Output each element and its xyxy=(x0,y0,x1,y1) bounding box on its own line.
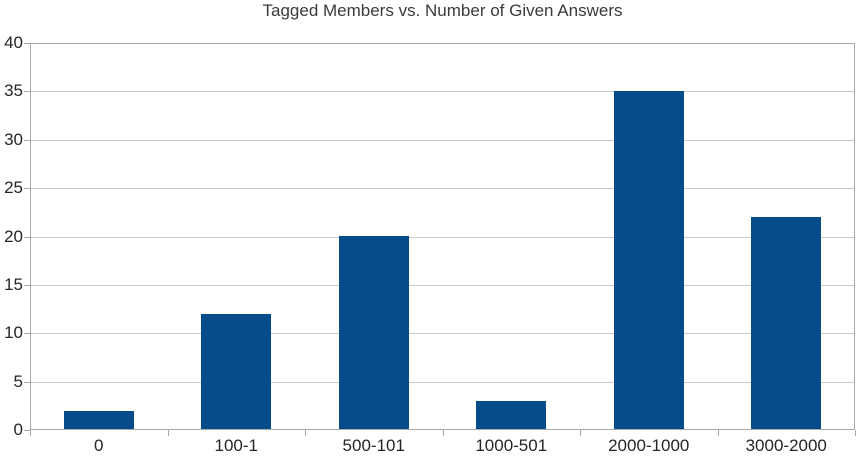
y-axis-label: 40 xyxy=(4,33,23,52)
gridline xyxy=(31,140,854,141)
x-axis-tick xyxy=(855,430,856,436)
x-axis-tick xyxy=(718,430,719,436)
y-axis-label: 30 xyxy=(4,130,23,149)
x-axis-label: 0 xyxy=(94,436,104,455)
y-axis-tick xyxy=(24,430,30,431)
plot-frame xyxy=(30,43,855,430)
gridline xyxy=(31,91,854,92)
y-axis-tick xyxy=(24,285,30,286)
y-axis-label: 20 xyxy=(4,227,23,246)
bar xyxy=(201,314,271,429)
y-axis-tick xyxy=(24,188,30,189)
bar xyxy=(339,236,409,429)
y-axis-tick xyxy=(24,333,30,334)
x-axis-tick xyxy=(443,430,444,436)
gridline xyxy=(31,382,854,383)
chart-title: Tagged Members vs. Number of Given Answe… xyxy=(262,1,623,20)
y-axis-label: 35 xyxy=(4,81,23,100)
x-axis-tick xyxy=(30,430,31,436)
gridline xyxy=(31,237,854,238)
y-axis-tick xyxy=(24,43,30,44)
y-axis-tick xyxy=(24,91,30,92)
x-axis-label: 500-101 xyxy=(342,436,405,455)
gridline xyxy=(31,188,854,189)
x-axis-label: 2000-1000 xyxy=(608,436,690,455)
x-axis-label: 100-1 xyxy=(214,436,258,455)
gridline xyxy=(31,285,854,286)
x-axis-label: 1000-501 xyxy=(475,436,548,455)
bar xyxy=(64,411,134,429)
y-axis-label: 15 xyxy=(4,275,23,294)
y-axis-label: 25 xyxy=(4,178,23,197)
x-axis-tick xyxy=(580,430,581,436)
y-axis-tick xyxy=(24,237,30,238)
bar xyxy=(476,401,546,429)
bar xyxy=(614,91,684,429)
y-axis-label: 5 xyxy=(13,372,23,391)
bar xyxy=(751,217,821,429)
y-axis-tick xyxy=(24,382,30,383)
y-axis-tick xyxy=(24,140,30,141)
x-axis-tick xyxy=(305,430,306,436)
y-axis-label: 0 xyxy=(13,420,23,439)
x-axis-label: 3000-2000 xyxy=(745,436,827,455)
y-axis-label: 10 xyxy=(4,323,23,342)
gridline xyxy=(31,333,854,334)
x-axis-tick xyxy=(168,430,169,436)
